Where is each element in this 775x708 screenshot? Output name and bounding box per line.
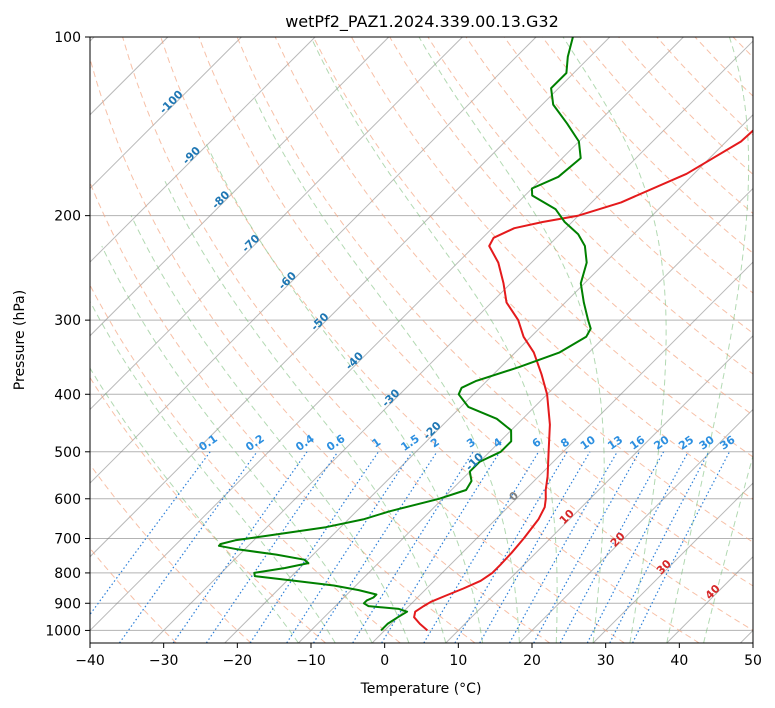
- mixing-ratio-line: [508, 451, 618, 643]
- y-tick-label: 100: [54, 30, 81, 46]
- x-tick-label: 0: [380, 653, 389, 669]
- moist-adiabat-line: [418, 37, 605, 643]
- isotherm-line: [519, 408, 753, 643]
- y-tick-label: 600: [54, 492, 81, 508]
- isotherm-line: [90, 37, 537, 484]
- x-axis-ticks: −40 −30 −20 −10 0 10 20 30 40 50: [75, 643, 762, 669]
- y-tick-label: 900: [54, 596, 81, 612]
- mixing-ratio-line: [312, 451, 438, 643]
- dewpoint-profile-line: [217, 37, 592, 632]
- mixing-ratio-line: [172, 451, 308, 643]
- dry-adiabat-line: [503, 37, 753, 294]
- isotherm-line: [90, 37, 316, 263]
- y-tick-label: 500: [54, 445, 81, 461]
- mixing-ratio-line: [586, 451, 689, 643]
- moist-adiabat-line: [101, 245, 373, 643]
- x-tick-label: 30: [597, 653, 615, 669]
- mixing-ratio-line: [632, 451, 731, 643]
- dry-adiabat-line: [90, 376, 326, 643]
- mixing-ratio-line: [286, 451, 413, 643]
- dry-adiabat-line: [122, 37, 625, 643]
- x-tick-label: −10: [296, 653, 326, 669]
- dry-adiabat-line: [274, 37, 753, 543]
- isotherm-line: [371, 261, 753, 643]
- x-tick-label: −40: [75, 653, 105, 669]
- dry-adiabat-line: [236, 37, 753, 587]
- y-tick-label: 1000: [45, 623, 81, 639]
- mixing-ratio-line: [90, 451, 211, 616]
- isotherm-line: [90, 37, 390, 337]
- profile-lines: [217, 37, 753, 632]
- moist-adiabat-line: [252, 94, 520, 643]
- y-axis-ticks: 100 200 300 400 500 600 700 800 900 1000: [45, 30, 90, 639]
- mixing-ratio-line: [533, 451, 640, 643]
- plot-frame: [89, 36, 754, 644]
- y-tick-label: 400: [54, 387, 81, 403]
- moist-adiabat-line: [164, 180, 447, 643]
- chart-title: wetPf2_PAZ1.2024.339.00.13.G32: [285, 12, 559, 32]
- y-axis-label: Pressure (hPa): [12, 290, 28, 390]
- dry-adiabat-line: [312, 37, 753, 500]
- isotherm-line: [592, 482, 753, 643]
- mixing-ratio-line: [249, 451, 379, 643]
- mixing-ratio-line: [119, 451, 258, 643]
- moist-adiabat-line: [666, 37, 750, 643]
- x-tick-label: −30: [149, 653, 179, 669]
- y-tick-label: 200: [54, 209, 81, 225]
- isotherm-line: [150, 40, 753, 643]
- mixing-ratio-line: [423, 451, 540, 643]
- y-tick-label: 300: [54, 313, 81, 329]
- x-axis-label: Temperature (°C): [360, 681, 482, 697]
- isotherm-line: [90, 37, 684, 632]
- x-tick-label: −20: [223, 653, 253, 669]
- x-tick-label: 50: [744, 653, 762, 669]
- isotherm-line: [90, 37, 242, 190]
- dry-adiabat-line: [198, 37, 753, 631]
- dry-adiabat-line: [90, 463, 252, 643]
- isotherm-line: [90, 37, 463, 411]
- isotherm-line: [224, 114, 753, 643]
- moist-adiabat-line: [703, 454, 753, 643]
- isotherm-line: [445, 335, 753, 643]
- x-tick-label: 20: [523, 653, 541, 669]
- dry-adiabat-line: [90, 56, 550, 643]
- moist-adiabat-line: [90, 300, 336, 643]
- mixing-ratio-line: [559, 451, 665, 643]
- background-lines: [90, 37, 753, 643]
- temperature-profile-line: [413, 129, 753, 632]
- moist-adiabat-line: [130, 215, 410, 643]
- moist-adiabat-line: [310, 37, 558, 643]
- dry-adiabat-line: [160, 37, 700, 643]
- mixing-ratio-line: [352, 451, 474, 643]
- moist-adiabat-line: [90, 367, 299, 643]
- x-tick-label: 40: [670, 653, 688, 669]
- y-tick-label: 800: [54, 566, 81, 582]
- mixing-ratio-line: [205, 451, 339, 643]
- moist-adiabat-line: [562, 37, 667, 643]
- y-tick-label: 700: [54, 532, 81, 548]
- isotherm-line: [90, 37, 611, 558]
- x-tick-label: 10: [449, 653, 467, 669]
